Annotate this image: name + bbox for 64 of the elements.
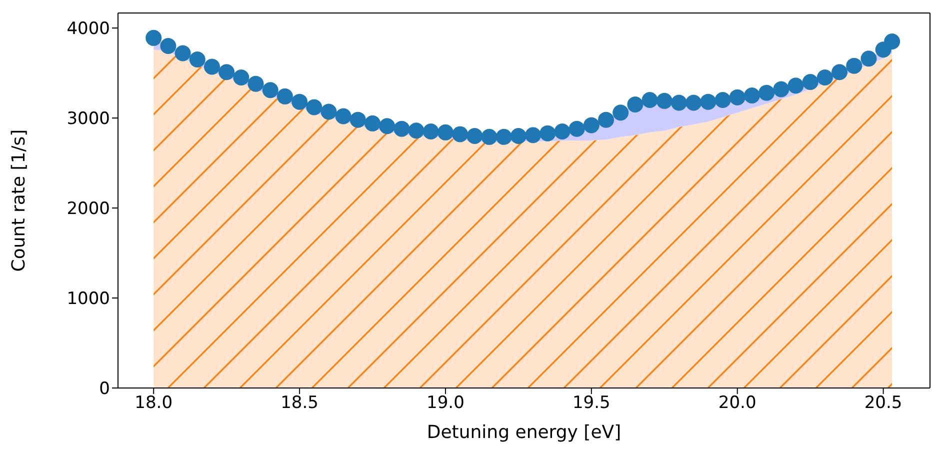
- point: [540, 125, 556, 142]
- y-tick-label: 4000: [66, 19, 110, 40]
- point: [816, 70, 833, 86]
- point: [686, 94, 702, 111]
- y-tick-label: 1000: [66, 289, 110, 310]
- point: [335, 108, 352, 124]
- point: [422, 124, 439, 140]
- point: [554, 124, 570, 140]
- point: [758, 84, 775, 101]
- point: [568, 120, 585, 137]
- point: [320, 104, 337, 120]
- point: [218, 64, 235, 80]
- point: [394, 120, 410, 137]
- point: [466, 128, 483, 144]
- x-tick-label: 18.5: [280, 393, 318, 414]
- point: [364, 115, 381, 132]
- point: [481, 128, 498, 145]
- point: [452, 126, 468, 142]
- point: [773, 81, 790, 98]
- point: [583, 117, 600, 134]
- point: [276, 88, 293, 104]
- point: [306, 99, 322, 116]
- point: [656, 92, 672, 109]
- point: [700, 94, 716, 110]
- point: [146, 30, 162, 46]
- point: [860, 50, 877, 67]
- point: [496, 128, 512, 145]
- y-tick-label: 3000: [66, 109, 110, 130]
- x-tick-label: 18.0: [134, 393, 173, 414]
- point: [204, 58, 220, 75]
- point: [846, 58, 862, 74]
- point: [832, 64, 848, 80]
- point: [884, 34, 900, 50]
- y-tick-label: 2000: [66, 199, 110, 220]
- point: [744, 88, 760, 104]
- point: [788, 78, 804, 94]
- point: [160, 38, 176, 54]
- y-axis-title: Count rate [1/s]: [8, 129, 30, 272]
- point: [627, 96, 644, 113]
- point: [525, 127, 542, 144]
- x-tick-label: 20.0: [718, 393, 756, 414]
- point: [802, 74, 818, 90]
- point: [510, 128, 526, 144]
- point: [233, 70, 250, 86]
- x-tick-label: 19.5: [572, 393, 610, 414]
- point: [189, 52, 206, 68]
- point: [292, 94, 308, 110]
- point: [174, 45, 191, 62]
- point: [262, 82, 278, 98]
- point: [714, 92, 731, 108]
- point: [350, 112, 366, 128]
- point: [670, 94, 687, 111]
- point: [612, 104, 629, 121]
- point: [598, 112, 614, 128]
- y-tick-label: 0: [99, 379, 110, 400]
- point: [437, 124, 454, 140]
- point: [408, 122, 424, 139]
- point: [379, 118, 396, 134]
- x-axis-title: Detuning energy [eV]: [426, 422, 622, 443]
- point: [729, 89, 746, 106]
- x-tick-label: 19.0: [426, 393, 464, 414]
- x-tick-label: 20.5: [864, 393, 902, 414]
- point: [642, 92, 658, 108]
- point: [248, 76, 264, 92]
